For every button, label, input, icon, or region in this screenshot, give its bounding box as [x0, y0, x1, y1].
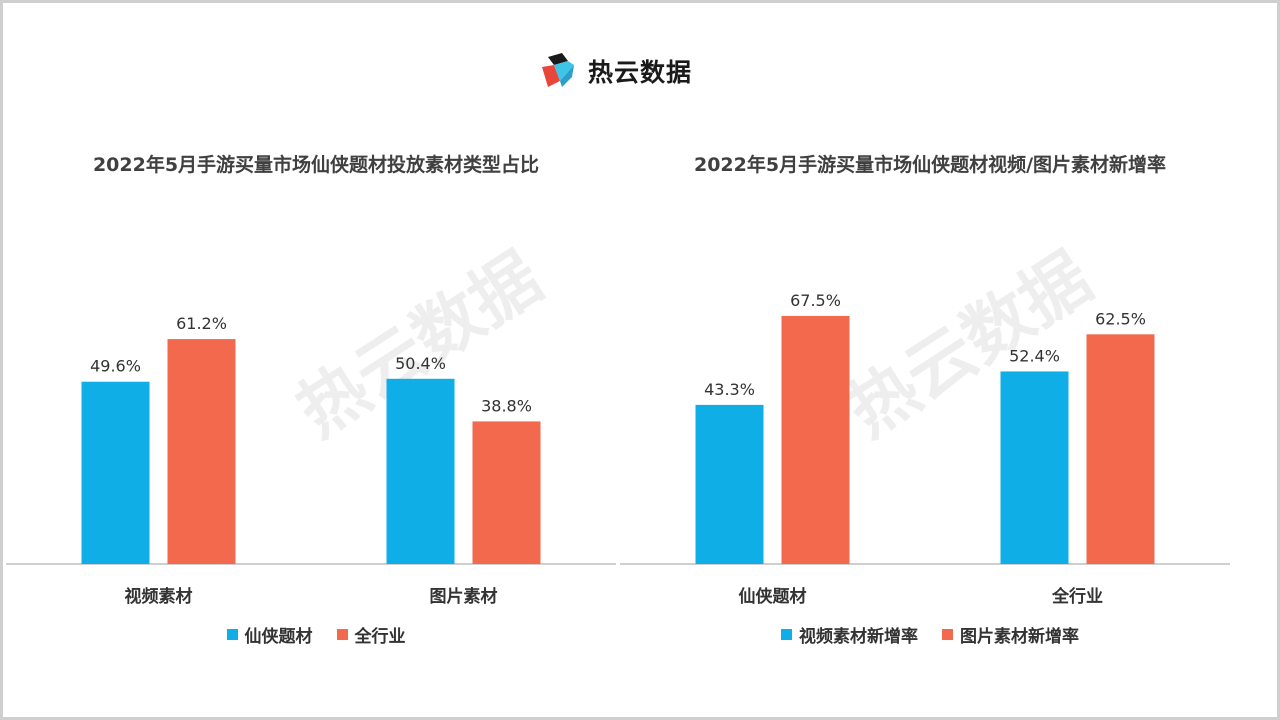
chart-material-type-share: 2022年5月手游买量市场仙侠题材投放素材类型占比 49.6% 61.2% 视频素材…	[6, 140, 626, 660]
legend-swatch	[336, 629, 348, 640]
data-label: 49.6%	[90, 357, 141, 376]
legend-swatch	[781, 629, 792, 640]
category-label: 仙侠题材	[739, 586, 807, 607]
legend-swatch	[226, 629, 238, 640]
bar-1-1	[81, 381, 150, 564]
data-label: 62.5%	[1095, 309, 1146, 328]
bar-1-1	[695, 404, 764, 564]
bar-2-1	[167, 339, 236, 564]
data-label: 43.3%	[704, 380, 755, 399]
chart-title: 2022年5月手游买量市场仙侠题材视频/图片素材新增率	[693, 154, 1167, 176]
category-label: 全行业	[1051, 586, 1103, 607]
brand-logo: 热云数据	[528, 42, 736, 100]
bar-2-2	[472, 421, 541, 564]
category-label: 视频素材	[125, 586, 193, 607]
data-label: 50.4%	[395, 354, 446, 373]
chart-new-material-rate: 2022年5月手游买量市场仙侠题材视频/图片素材新增率 43.3% 67.5% 仙侠…	[620, 140, 1240, 660]
legend-item-series1: 仙侠题材	[226, 622, 313, 647]
legend-swatch	[942, 629, 953, 640]
bar-2-1	[781, 315, 850, 564]
legend-label: 全行业	[354, 627, 406, 647]
data-label: 61.2%	[176, 314, 227, 333]
chart-legend: 仙侠题材 全行业	[6, 622, 626, 647]
bar-2-2	[1086, 334, 1155, 564]
legend-item-series1: 视频素材新增率	[781, 622, 918, 647]
brand-name: 热云数据	[588, 58, 693, 87]
data-label: 38.8%	[481, 396, 532, 415]
bar-1-2	[386, 378, 455, 564]
data-label: 67.5%	[790, 291, 841, 310]
legend-item-series2: 图片素材新增率	[942, 622, 1079, 647]
chart-legend: 视频素材新增率 图片素材新增率	[620, 622, 1240, 647]
bar-1-2	[1000, 371, 1069, 564]
data-label: 52.4%	[1009, 346, 1060, 365]
chart-plot-area: 43.3% 67.5% 仙侠题材 52.4% 62.5% 全行业	[620, 291, 1230, 607]
chart-title: 2022年5月手游买量市场仙侠题材投放素材类型占比	[92, 154, 540, 176]
legend-label: 仙侠题材	[244, 627, 313, 647]
legend-item-series2: 全行业	[336, 622, 406, 647]
legend-label: 视频素材新增率	[799, 627, 918, 647]
chart-plot-area: 49.6% 61.2% 视频素材 50.4% 38.8% 图片素材	[6, 314, 616, 607]
reyun-cube-logo-icon	[542, 53, 574, 87]
legend-label: 图片素材新增率	[960, 627, 1079, 647]
category-label: 图片素材	[430, 586, 498, 607]
